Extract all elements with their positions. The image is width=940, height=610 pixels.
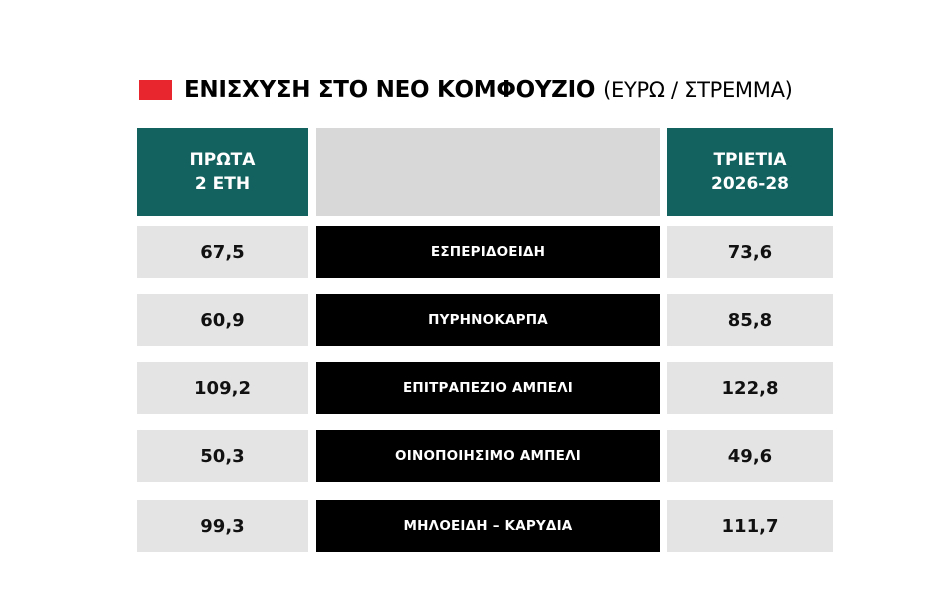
- table-cell-triennium-2026-28: 122,8: [667, 362, 833, 414]
- column-header-triennium-line2: 2026-28: [710, 174, 790, 194]
- column-header-triennium-2026-28: ΤΡΙΕΤΙΑ 2026-28: [667, 128, 833, 216]
- table-cell-triennium-2026-28: 111,7: [667, 500, 833, 552]
- table-cell-crop-label: ΜΗΛΟΕΙΔΗ – ΚΑΡΥΔΙΑ: [316, 500, 660, 552]
- title-marker: [139, 80, 172, 100]
- table-cell-crop-label: ΕΣΠΕΡΙΔΟΕΙΔΗ: [316, 226, 660, 278]
- column-header-triennium-line1: ΤΡΙΕΤΙΑ: [713, 150, 787, 170]
- column-header-first-2-years-line1: ΠΡΩΤΑ: [189, 150, 256, 170]
- chart-title-main: ΕΝΙΣΧΥΣΗ ΣΤΟ ΝΕΟ ΚΟΜΦΟΥΖΙΟ: [184, 77, 596, 103]
- column-header-crop-blank: [316, 128, 660, 216]
- table-cell-triennium-2026-28: 49,6: [667, 430, 833, 482]
- table-cell-first-2-years: 109,2: [137, 362, 308, 414]
- table-cell-first-2-years: 99,3: [137, 500, 308, 552]
- chart-title: ΕΝΙΣΧΥΣΗ ΣΤΟ ΝΕΟ ΚΟΜΦΟΥΖΙΟ (ΕΥΡΩ / ΣΤΡΕΜ…: [139, 73, 793, 107]
- table-cell-triennium-2026-28: 85,8: [667, 294, 833, 346]
- chart-title-unit: (ΕΥΡΩ / ΣΤΡΕΜΜΑ): [603, 78, 793, 102]
- table-cell-triennium-2026-28: 73,6: [667, 226, 833, 278]
- table-cell-crop-label: ΟΙΝΟΠΟΙΗΣΙΜΟ ΑΜΠΕΛΙ: [316, 430, 660, 482]
- table-cell-first-2-years: 60,9: [137, 294, 308, 346]
- column-header-first-2-years-line2: 2 ΕΤΗ: [194, 174, 251, 194]
- table-cell-crop-label: ΕΠΙΤΡΑΠΕΖΙΟ ΑΜΠΕΛΙ: [316, 362, 660, 414]
- column-header-first-2-years: ΠΡΩΤΑ 2 ΕΤΗ: [137, 128, 308, 216]
- table-cell-first-2-years: 67,5: [137, 226, 308, 278]
- table-cell-crop-label: ΠΥΡΗΝΟΚΑΡΠΑ: [316, 294, 660, 346]
- table-cell-first-2-years: 50,3: [137, 430, 308, 482]
